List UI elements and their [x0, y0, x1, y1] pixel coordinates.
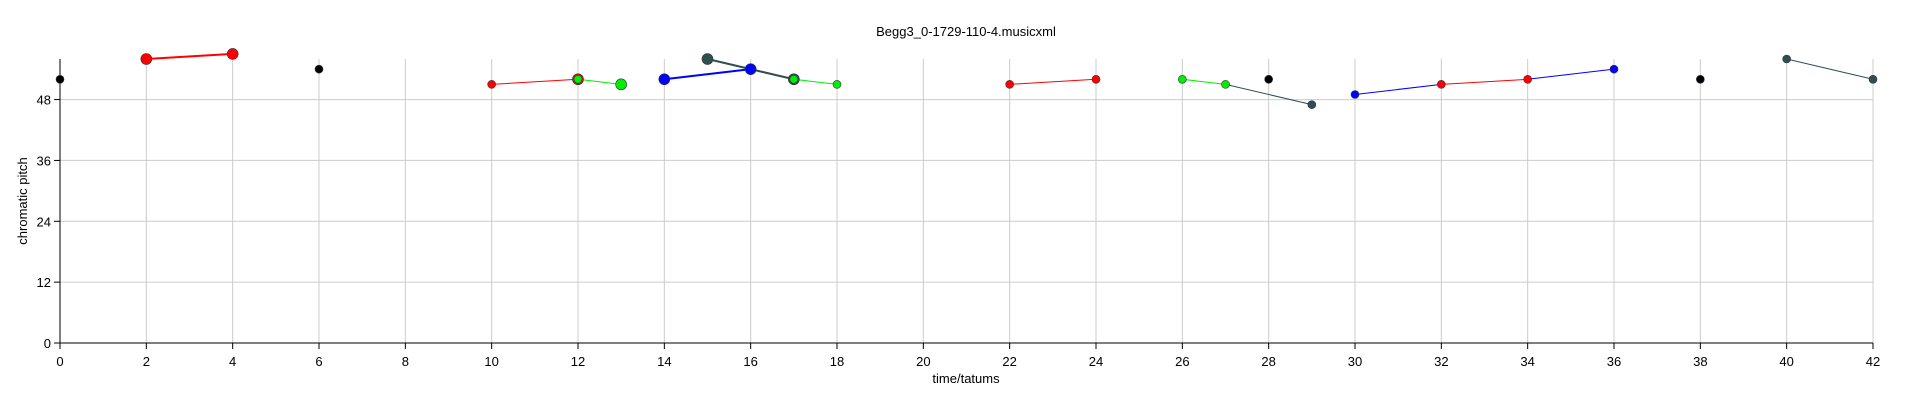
x-tick-label: 2: [143, 354, 150, 369]
note-segment: [1527, 68, 1615, 80]
note-point: [615, 78, 627, 91]
x-tick-label: 0: [56, 354, 63, 369]
note-point: [1782, 54, 1791, 64]
note-segment: [1225, 83, 1312, 106]
x-tick-label: 4: [229, 354, 236, 369]
note-point: [701, 53, 714, 65]
note-segment: [1441, 78, 1528, 85]
note-segments: [146, 52, 1874, 106]
note-point: [140, 53, 153, 65]
note-point: [1523, 74, 1532, 84]
x-tick-label: 34: [1520, 354, 1534, 369]
x-tick-label: 14: [657, 354, 671, 369]
x-tick-label: 42: [1866, 354, 1880, 369]
x-tick-label: 12: [571, 354, 585, 369]
note-point: [487, 80, 496, 89]
axes: [59, 59, 1873, 344]
note-segment: [664, 68, 751, 81]
y-tick-label: 0: [44, 336, 51, 351]
x-axis-ticks: 0 2 4 6 8 10 12 14 16 18 20 22 24 26 28 30 32 34 36 38 40 42: [56, 343, 1880, 369]
note-segment: [1786, 58, 1874, 80]
x-tick-label: 32: [1434, 354, 1448, 369]
note-segment: [491, 78, 579, 85]
note-segment: [146, 52, 233, 60]
note-segment: [1009, 78, 1097, 85]
note-segment: [1182, 78, 1226, 85]
y-tick-label: 48: [37, 93, 51, 108]
x-tick-label: 36: [1607, 354, 1621, 369]
grid: [60, 59, 1874, 343]
note-point: [1264, 74, 1273, 84]
note-point: [1437, 80, 1446, 89]
note-segment: [1354, 83, 1442, 95]
note-point: [1005, 80, 1014, 89]
y-axis-label: chromatic pitch: [15, 157, 30, 244]
x-tick-label: 10: [484, 354, 498, 369]
x-tick-label: 8: [402, 354, 409, 369]
note-point: [832, 80, 842, 89]
y-tick-label: 36: [37, 153, 51, 168]
note-point: [1868, 74, 1878, 84]
x-tick-label: 40: [1779, 354, 1793, 369]
y-tick-label: 24: [37, 214, 51, 229]
x-tick-label: 22: [1002, 354, 1016, 369]
note-point: [55, 74, 65, 84]
note-segment: [577, 78, 622, 85]
note-point: [1091, 74, 1101, 84]
note-point: [314, 64, 324, 74]
note-point: [658, 73, 671, 86]
y-axis-ticks: 0 12 24 36 48: [37, 93, 60, 351]
chart-title: Begg3_0-1729-110-4.musicxml: [876, 24, 1056, 39]
note-point: [1221, 80, 1230, 89]
x-tick-label: 20: [916, 354, 930, 369]
x-tick-label: 24: [1089, 354, 1103, 369]
note-point: [1178, 74, 1187, 84]
note-point: [744, 63, 757, 75]
x-tick-label: 18: [830, 354, 844, 369]
note-points: [55, 48, 1878, 109]
note-point: [789, 74, 799, 84]
x-tick-label: 28: [1261, 354, 1275, 369]
note-point: [1307, 100, 1317, 109]
x-tick-label: 38: [1693, 354, 1707, 369]
note-point: [1609, 64, 1619, 74]
note-point: [1350, 90, 1360, 99]
note-point: [226, 48, 239, 60]
note-segment: [793, 78, 838, 85]
x-axis-label: time/tatums: [932, 371, 1000, 386]
x-tick-label: 30: [1348, 354, 1362, 369]
note-point: [1696, 74, 1705, 84]
note-point: [573, 74, 583, 84]
x-tick-label: 16: [743, 354, 757, 369]
x-tick-label: 6: [315, 354, 322, 369]
y-tick-label: 12: [37, 275, 51, 290]
x-tick-label: 26: [1175, 354, 1189, 369]
